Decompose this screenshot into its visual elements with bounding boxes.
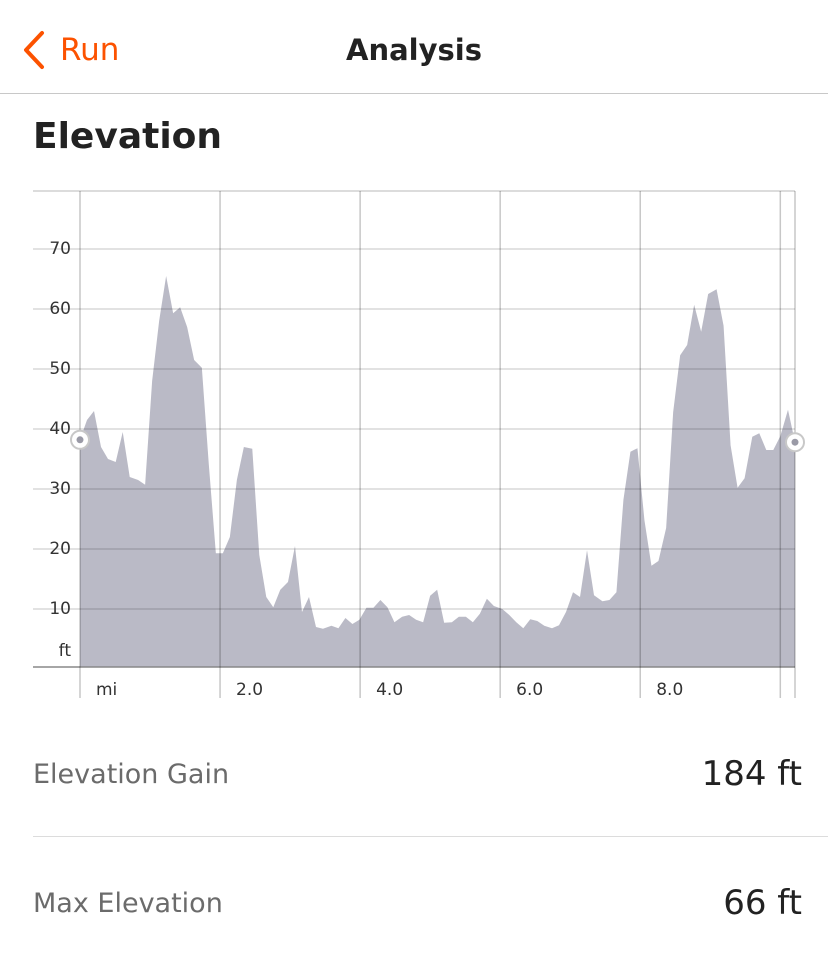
stat-row: Elevation Gain 184 ft — [33, 744, 802, 804]
back-button[interactable]: Run — [22, 28, 119, 72]
nav-title: Analysis — [346, 33, 482, 67]
nav-bar: Run Analysis — [0, 0, 828, 94]
stat-row: Max Elevation 66 ft — [33, 873, 802, 933]
x-tick-label: 2.0 — [236, 680, 263, 700]
divider — [33, 836, 828, 837]
y-tick-label: 70 — [49, 239, 71, 259]
y-tick-label: 50 — [49, 359, 71, 379]
stat-label: Max Elevation — [33, 887, 223, 919]
y-tick-label: 40 — [49, 419, 71, 439]
y-tick-label: 60 — [49, 299, 71, 319]
y-tick-label: 10 — [49, 599, 71, 619]
y-unit-label: ft — [59, 641, 72, 661]
y-tick-label: 30 — [49, 479, 71, 499]
x-tick-label: 4.0 — [376, 680, 403, 700]
back-chevron — [24, 31, 44, 69]
stat-value: 66 ft — [723, 883, 802, 923]
x-tick-label: 8.0 — [656, 680, 683, 700]
x-tick-label: 6.0 — [516, 680, 543, 700]
range-handle-dot — [791, 438, 799, 446]
range-handle-dot — [76, 436, 84, 444]
stat-label: Elevation Gain — [33, 758, 230, 790]
section-title: Elevation — [33, 116, 223, 157]
x-unit-label: mi — [96, 680, 117, 700]
chart: 10 20 30 40 50 60 70 ft mi 2.0 4.0 6.0 8.0 — [33, 190, 805, 700]
back-label[interactable]: Run — [60, 32, 120, 68]
y-tick-label: 20 — [49, 539, 71, 559]
stat-value: 184 ft — [701, 754, 802, 794]
elevation-area — [80, 276, 795, 667]
